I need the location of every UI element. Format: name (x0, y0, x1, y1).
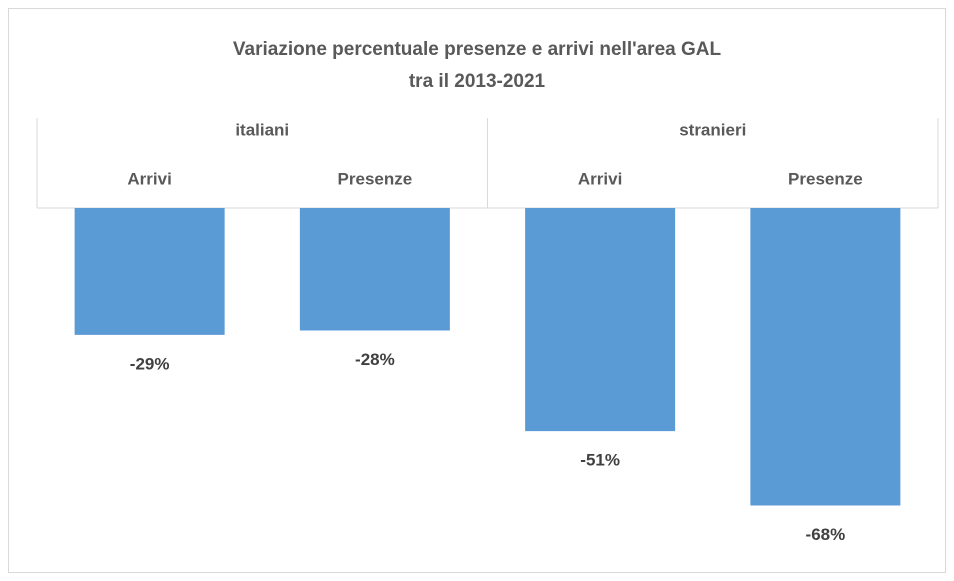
value-label: -51% (580, 451, 620, 470)
x-tick-label: Arrivi (127, 169, 171, 188)
value-label: -29% (130, 354, 170, 373)
bar (74, 208, 225, 335)
x-tick-label: Presenze (338, 169, 413, 188)
value-label: -28% (355, 350, 395, 369)
x-tick-label: Arrivi (578, 169, 622, 188)
value-label: -68% (806, 525, 846, 544)
chart-title: tra il 2013-2021 (409, 71, 546, 92)
bar (299, 208, 450, 331)
group-label: italiani (235, 120, 289, 139)
x-tick-label: Presenze (788, 169, 863, 188)
bar (525, 208, 676, 432)
bar (750, 208, 901, 506)
group-label: stranieri (679, 120, 746, 139)
chart-title: Variazione percentuale presenze e arrivi… (233, 39, 722, 60)
